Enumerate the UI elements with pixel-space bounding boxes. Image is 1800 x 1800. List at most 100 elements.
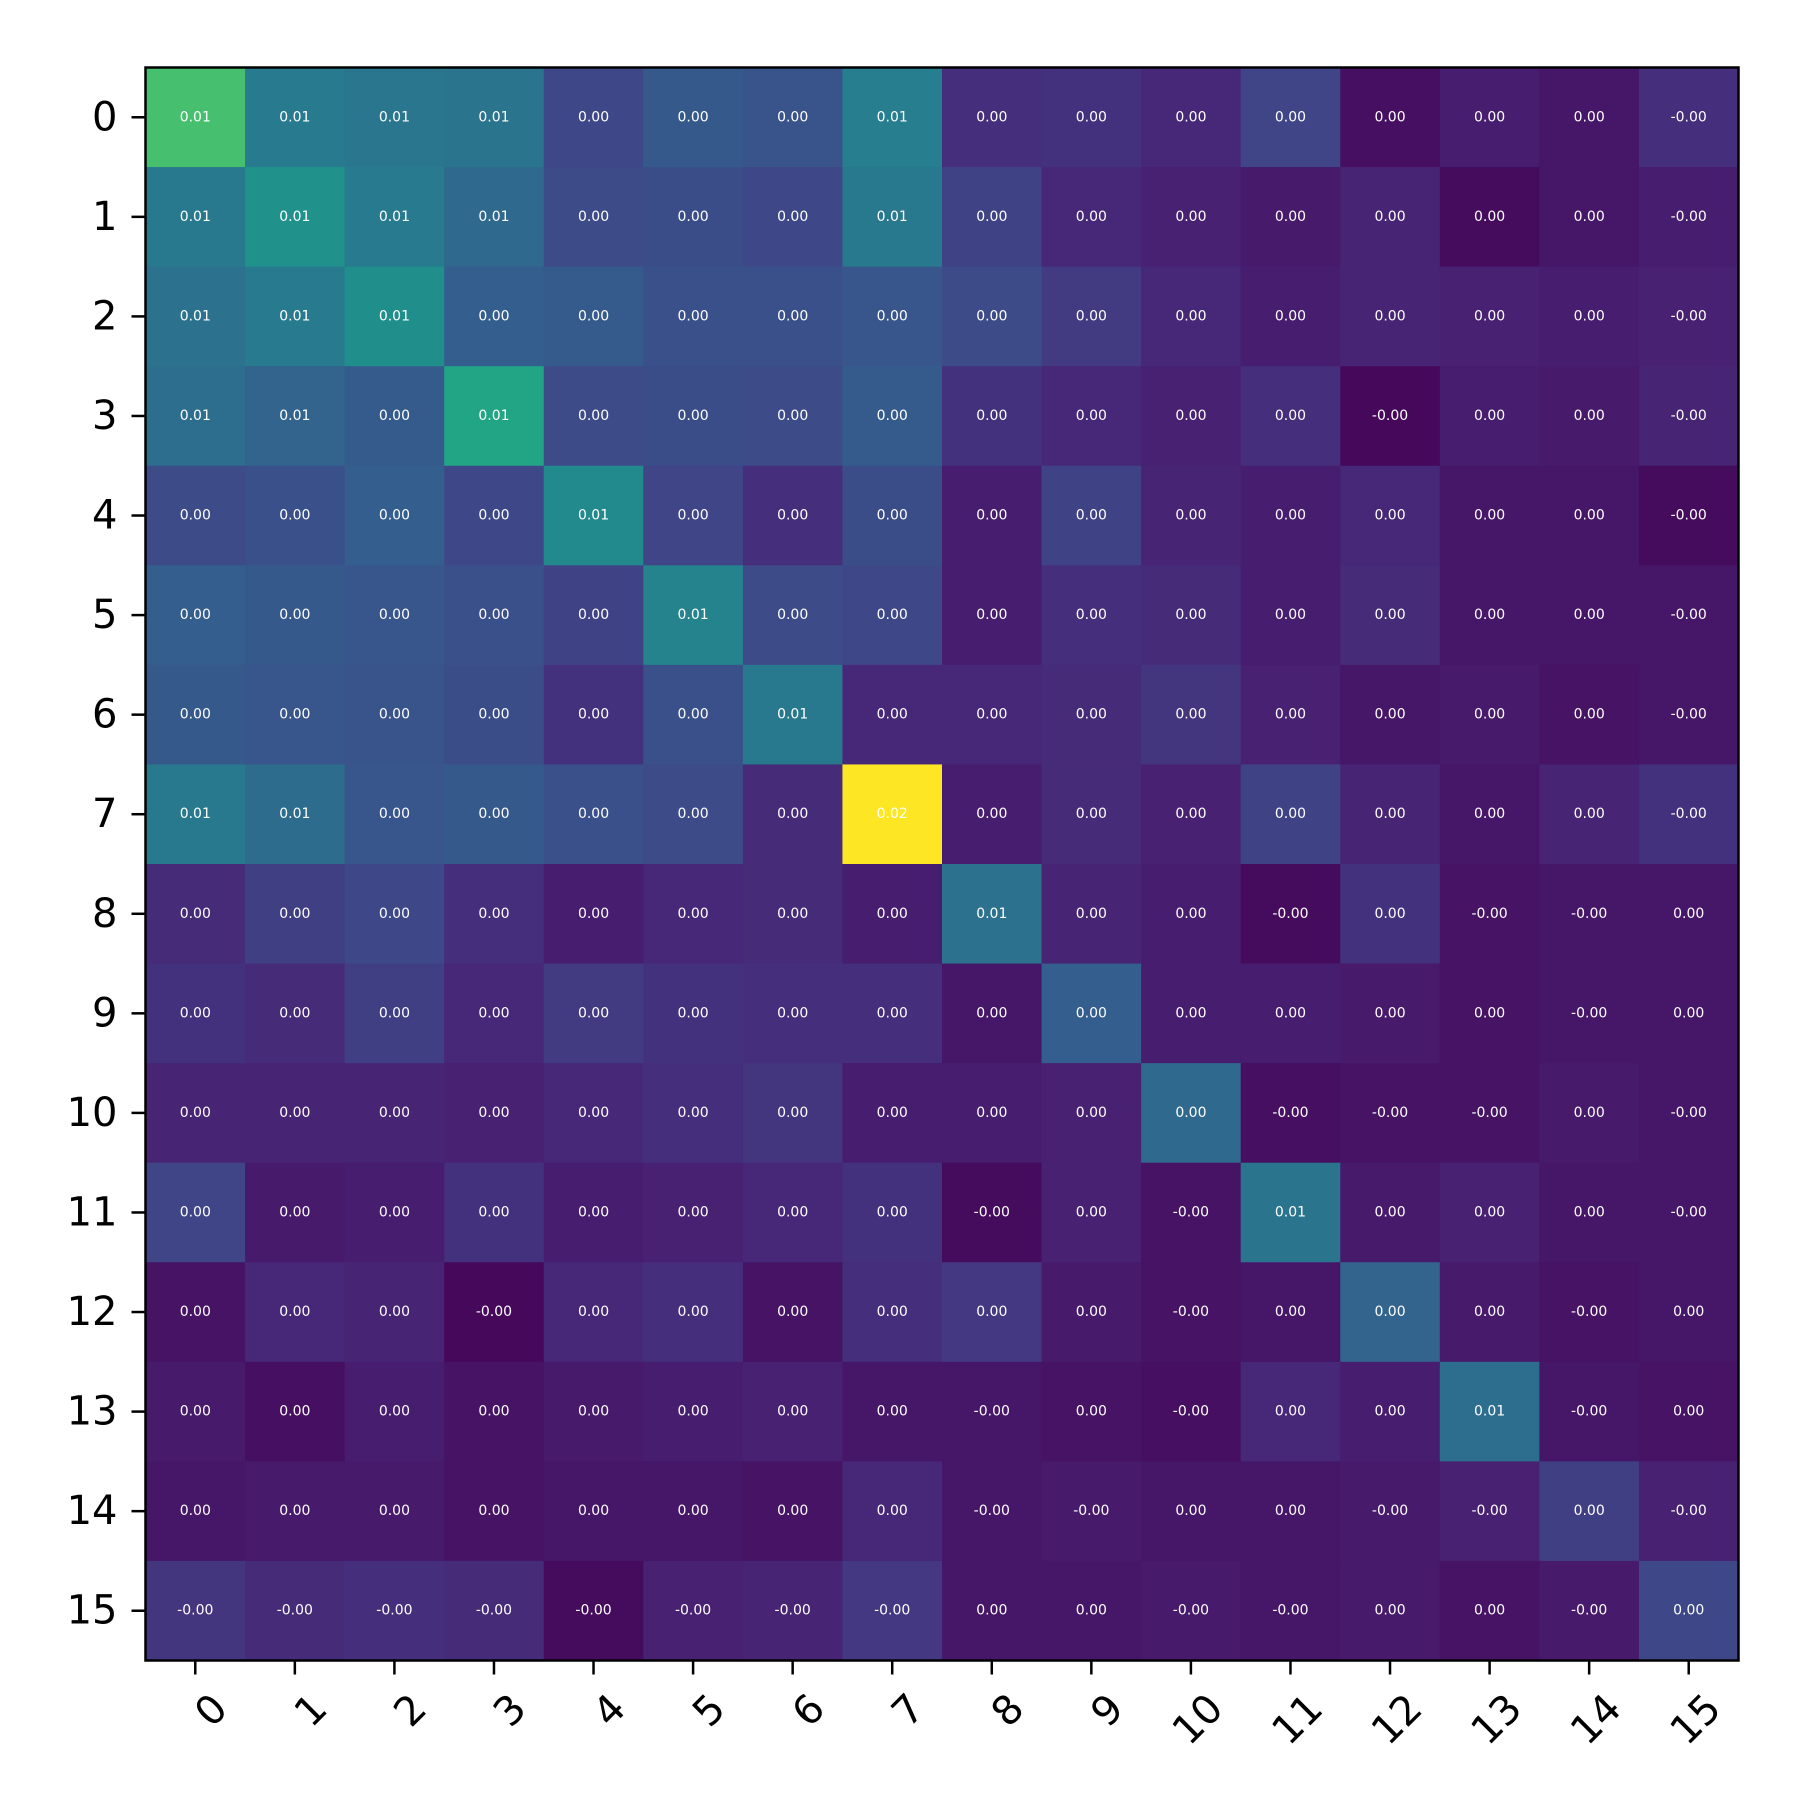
cell-value-label: -0.00 [1571, 906, 1607, 922]
cell-value-label: 0.00 [1574, 508, 1605, 524]
heatmap-cell [643, 664, 744, 766]
heatmap-cell [1539, 465, 1640, 566]
cell-value-label: 0.00 [478, 508, 509, 524]
heatmap-cell [1638, 963, 1740, 1064]
heatmap-cell [245, 764, 346, 865]
heatmap-cell [543, 565, 644, 666]
heatmap-cell [145, 167, 246, 268]
heatmap-cell [1638, 1262, 1740, 1363]
cell-value-label: 0.00 [1076, 1204, 1107, 1220]
heatmap-cell [742, 266, 844, 367]
cell-value-label: -0.00 [1173, 1204, 1209, 1220]
cell-value-label: 0.00 [1275, 607, 1306, 623]
cell-value-label: 0.00 [777, 508, 808, 524]
heatmap-cell [842, 465, 943, 566]
heatmap-cell [1041, 266, 1142, 367]
heatmap-cell [245, 465, 346, 566]
heatmap-cell [1439, 67, 1540, 168]
cell-value-label: 0.00 [1574, 1503, 1605, 1519]
heatmap-cell [842, 67, 943, 168]
heatmap-cell [444, 1361, 545, 1462]
cell-value-label: 0.00 [1275, 707, 1306, 723]
heatmap-cell [1539, 664, 1640, 766]
heatmap-cell [942, 963, 1043, 1064]
heatmap-cell [1141, 1560, 1242, 1662]
heatmap-cell [1141, 167, 1242, 268]
heatmap-cell [942, 565, 1043, 666]
heatmap-cell [245, 1262, 346, 1363]
cell-value-label: 0.00 [1175, 1105, 1206, 1121]
heatmap-cell [344, 1262, 445, 1363]
cell-value-label: -0.00 [1671, 1105, 1707, 1121]
heatmap-cell [444, 465, 545, 566]
heatmap-cell [1041, 1063, 1142, 1164]
x-tick-label: 4 [584, 1685, 635, 1736]
heatmap-cell [1240, 1361, 1341, 1462]
cell-value-label: 0.00 [180, 906, 211, 922]
heatmap-cell [1240, 664, 1341, 766]
heatmap-cell [1638, 1063, 1740, 1164]
cell-value-label: -0.00 [974, 1404, 1010, 1420]
heatmap-cell [245, 864, 346, 965]
cell-value-label: 0.00 [877, 1503, 908, 1519]
cell-value-label: 0.00 [180, 1204, 211, 1220]
cell-value-label: 0.00 [1673, 1304, 1704, 1320]
cell-value-label: -0.00 [476, 1304, 512, 1320]
heatmap-cell [643, 465, 744, 566]
heatmap-cell [1439, 167, 1540, 268]
heatmap-cell [1041, 764, 1142, 865]
heatmap-cell [245, 366, 346, 467]
cell-value-label: 0.00 [1275, 109, 1306, 125]
heatmap-cell [1141, 366, 1242, 467]
cell-value-label: 0.01 [279, 408, 310, 424]
heatmap-cell [842, 1063, 943, 1164]
heatmap-cell [1439, 465, 1540, 566]
heatmap-cell [1141, 1063, 1242, 1164]
heatmap-cell [643, 1361, 744, 1462]
cell-value-label: -0.00 [1173, 1603, 1209, 1619]
cell-value-label: -0.00 [1571, 1005, 1607, 1021]
y-tick-label: 15 [67, 1588, 118, 1634]
y-tick-label: 10 [67, 1090, 118, 1136]
heatmap-cell [543, 1361, 644, 1462]
heatmap-cell [643, 1560, 744, 1662]
cell-value-label: 0.00 [1673, 906, 1704, 922]
cell-value-label: 0.00 [478, 607, 509, 623]
cell-value-label: 0.00 [976, 806, 1007, 822]
cell-value-label: 0.00 [976, 1304, 1007, 1320]
heatmap-cell [842, 266, 943, 367]
heatmap-cell [1539, 366, 1640, 467]
heatmap-cell [742, 465, 844, 566]
heatmap-cell [942, 1262, 1043, 1363]
cell-value-label: 0.00 [777, 408, 808, 424]
cell-value-label: 0.00 [678, 1204, 709, 1220]
heatmap-cell [1439, 266, 1540, 367]
heatmap-cell [842, 1162, 943, 1263]
heatmap-cell [1340, 764, 1441, 865]
cell-value-label: 0.00 [1374, 508, 1405, 524]
heatmap-cell [145, 764, 246, 865]
heatmap-cell [543, 1063, 644, 1164]
heatmap-cell [1041, 1461, 1142, 1562]
heatmap-cell [1340, 1361, 1441, 1462]
cell-value-label: 0.00 [1374, 1204, 1405, 1220]
heatmap-cell [1638, 167, 1740, 268]
heatmap-cell [1141, 67, 1242, 168]
cell-value-label: 0.00 [1076, 408, 1107, 424]
heatmap-cell [145, 1560, 246, 1662]
heatmap-cell [444, 764, 545, 865]
heatmap-cell [742, 1063, 844, 1164]
cell-value-label: -0.00 [1272, 1105, 1308, 1121]
heatmap-cell [444, 963, 545, 1064]
cell-value-label: 0.00 [279, 607, 310, 623]
heatmap-cell [1240, 764, 1341, 865]
x-tick-label: 3 [485, 1685, 536, 1736]
cell-value-label: 0.00 [578, 209, 609, 225]
cell-value-label: -0.00 [1571, 1603, 1607, 1619]
cell-value-label: 0.00 [180, 1304, 211, 1320]
heatmap-cell [1240, 1461, 1341, 1562]
cell-value-label: 0.00 [578, 109, 609, 125]
cell-value-label: -0.00 [1372, 1105, 1408, 1121]
y-tick-label: 4 [92, 493, 117, 539]
heatmap-cell [145, 366, 246, 467]
